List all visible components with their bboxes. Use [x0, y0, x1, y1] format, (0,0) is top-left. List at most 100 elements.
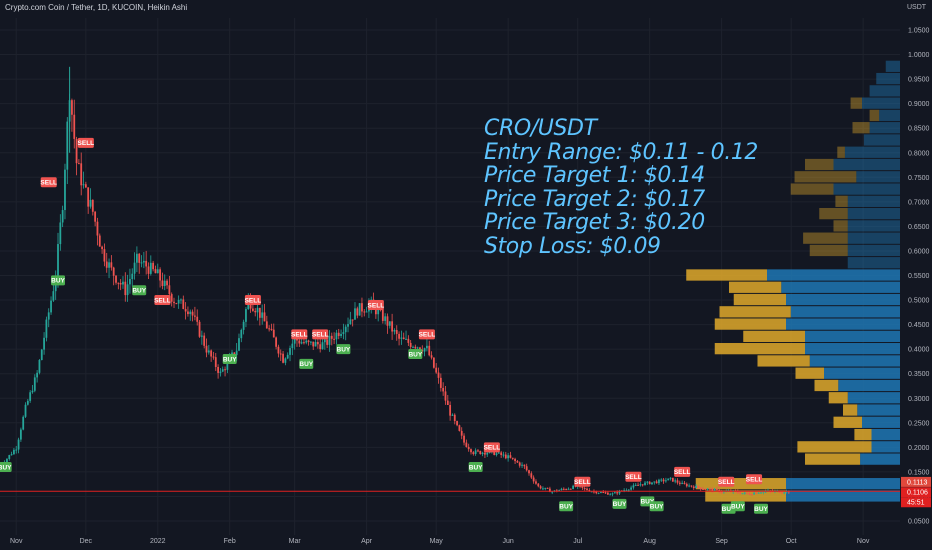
volume-bar-up — [869, 122, 900, 134]
buy-signal — [51, 275, 66, 286]
sell-signal — [574, 476, 591, 487]
time-tick-label: Feb — [224, 538, 236, 545]
volume-bar-down — [705, 490, 786, 502]
price-label: 45:51 — [907, 500, 925, 507]
candle-body — [152, 262, 155, 270]
signal-label: SELL — [484, 445, 501, 452]
candle-body — [428, 345, 431, 356]
candle-body — [655, 481, 658, 484]
candle-body — [277, 346, 280, 354]
candle-body — [690, 485, 693, 487]
candle-body — [314, 341, 317, 347]
candle-body — [38, 360, 41, 373]
candle-body — [184, 308, 187, 312]
candle-body — [548, 488, 551, 493]
candle-body — [609, 494, 612, 496]
candle-body — [330, 335, 333, 339]
candle-body — [474, 450, 477, 455]
chart-title: Crypto.com Coin / Tether, 1D, KUCOIN, He… — [5, 3, 188, 12]
candle-body — [98, 235, 101, 247]
volume-bar-down — [805, 453, 861, 465]
candle-body — [627, 489, 630, 491]
candle-body — [214, 357, 217, 367]
candle-body — [91, 199, 94, 212]
candle-body — [551, 491, 554, 493]
candle-body — [8, 455, 11, 459]
volume-bar-up — [824, 367, 900, 379]
buy-signal — [649, 501, 664, 512]
candle-body — [593, 491, 595, 493]
candle-body — [544, 487, 547, 489]
candle-body — [486, 452, 489, 455]
annotation-line: CRO/USDT — [484, 116, 597, 141]
candle-body — [22, 416, 25, 430]
candle-body — [497, 452, 500, 454]
candle-body — [530, 473, 533, 478]
signal-label: SELL — [574, 479, 591, 486]
candle-body — [154, 269, 157, 274]
candle-body — [648, 481, 651, 485]
volume-bar-down — [843, 404, 858, 416]
candle-body — [757, 492, 760, 494]
candle-body — [581, 486, 584, 488]
volume-bar-down — [743, 330, 805, 343]
buy-signal — [730, 501, 745, 512]
candle-body — [565, 488, 568, 490]
volume-bar-up — [862, 416, 900, 428]
price-axis: 0.05000.10000.15000.20000.25000.30000.35… — [908, 28, 930, 526]
candle-body — [600, 492, 602, 494]
volume-bar-down — [797, 441, 872, 453]
candle-body — [361, 303, 363, 312]
time-tick-label: Jun — [502, 538, 513, 545]
candle-body — [64, 169, 66, 211]
sell-signal — [718, 476, 735, 487]
candle-body — [75, 138, 78, 164]
volume-bar-up — [838, 379, 900, 392]
time-tick-label: Jul — [573, 538, 582, 545]
candle-body — [349, 319, 352, 325]
volume-bar-down — [837, 146, 845, 158]
candle-body — [695, 485, 697, 489]
signal-label: SELL — [368, 302, 385, 309]
candle-body — [681, 482, 684, 484]
candle-body — [597, 492, 600, 494]
candle-body — [435, 367, 438, 373]
candle-body — [238, 338, 240, 351]
volume-bar-down — [686, 269, 767, 281]
candle-body — [641, 484, 644, 486]
candle-body — [439, 377, 442, 388]
volume-bar-up — [786, 318, 900, 330]
candle-body — [444, 391, 447, 401]
volume-bar-down — [835, 195, 848, 207]
candle-body — [595, 491, 598, 494]
candle-body — [463, 435, 465, 443]
candle-body — [602, 492, 605, 494]
candle-body — [40, 349, 43, 361]
buy-signal — [754, 503, 769, 514]
candle-body — [495, 453, 498, 455]
candle-body — [182, 299, 185, 309]
candle-body — [651, 482, 653, 485]
candle-body — [671, 477, 674, 482]
candle-body — [746, 492, 749, 494]
candle-body — [453, 414, 456, 422]
candle-body — [699, 487, 702, 489]
candle-body — [465, 442, 468, 447]
price-label-box — [901, 497, 931, 508]
volume-bar-up — [847, 392, 900, 404]
time-tick-label: Dec — [80, 538, 93, 545]
candle-body — [351, 319, 354, 321]
candle-body — [224, 369, 226, 371]
candle-body — [312, 341, 315, 347]
time-tick-label: Aug — [643, 538, 656, 545]
candle-body — [10, 454, 13, 456]
candle-body — [50, 300, 52, 313]
candle-body — [750, 494, 753, 496]
candle-body — [437, 372, 440, 378]
candle-body — [177, 299, 180, 304]
candle-body — [13, 449, 15, 455]
time-tick-label: Nov — [857, 538, 870, 545]
candle-body — [31, 390, 34, 393]
candle-body — [430, 355, 433, 358]
